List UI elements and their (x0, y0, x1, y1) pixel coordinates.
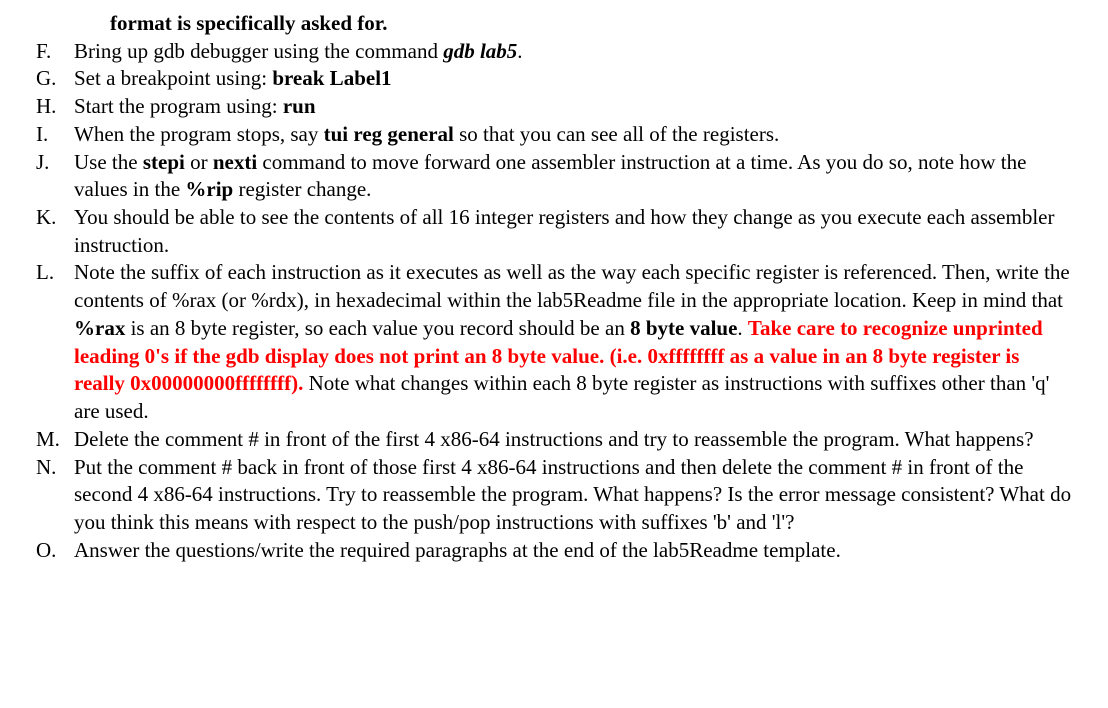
text-segment: stepi (143, 150, 185, 174)
item-marker: F. (36, 38, 74, 66)
item-body: When the program stops, say tui reg gene… (74, 121, 1072, 149)
item-marker: G. (36, 65, 74, 93)
item-marker: O. (36, 537, 74, 565)
item-marker: N. (36, 454, 74, 482)
text-segment: Use the (74, 150, 143, 174)
text-segment: . (737, 316, 748, 340)
instruction-item: L.Note the suffix of each instruction as… (36, 259, 1072, 425)
text-segment: Note the suffix of each instruction as i… (74, 260, 1070, 312)
text-segment: Set a breakpoint using: (74, 66, 272, 90)
text-segment: 8 byte value (630, 316, 737, 340)
instruction-item: O.Answer the questions/write the require… (36, 537, 1072, 565)
instruction-item: F.Bring up gdb debugger using the comman… (36, 38, 1072, 66)
continuation-text: format is specifically asked for. (110, 11, 387, 35)
item-body: Bring up gdb debugger using the command … (74, 38, 1072, 66)
text-segment: nexti (213, 150, 257, 174)
item-body: Note the suffix of each instruction as i… (74, 259, 1072, 425)
text-segment: break Label1 (272, 66, 391, 90)
item-body: Answer the questions/write the required … (74, 537, 1072, 565)
text-segment: %rip (185, 177, 233, 201)
text-segment: Bring up gdb debugger using the command (74, 39, 443, 63)
text-segment: You should be able to see the contents o… (74, 205, 1054, 257)
text-segment: . (517, 39, 522, 63)
item-marker: K. (36, 204, 74, 232)
instruction-item: N.Put the comment # back in front of tho… (36, 454, 1072, 537)
instruction-item: M.Delete the comment # in front of the f… (36, 426, 1072, 454)
instruction-list: F.Bring up gdb debugger using the comman… (36, 38, 1072, 565)
text-segment: so that you can see all of the registers… (454, 122, 779, 146)
item-marker: J. (36, 149, 74, 177)
item-body: You should be able to see the contents o… (74, 204, 1072, 259)
item-marker: M. (36, 426, 74, 454)
text-segment: When the program stops, say (74, 122, 324, 146)
item-marker: I. (36, 121, 74, 149)
item-body: Use the stepi or nexti command to move f… (74, 149, 1072, 204)
text-segment: or (185, 150, 213, 174)
text-segment: register change. (233, 177, 371, 201)
item-body: Delete the comment # in front of the fir… (74, 426, 1072, 454)
instruction-item: I.When the program stops, say tui reg ge… (36, 121, 1072, 149)
text-segment: %rax (74, 316, 125, 340)
instruction-item: H.Start the program using: run (36, 93, 1072, 121)
instruction-item: J.Use the stepi or nexti command to move… (36, 149, 1072, 204)
document-page: format is specifically asked for. F.Brin… (0, 0, 1108, 584)
item-marker: H. (36, 93, 74, 121)
text-segment: Answer the questions/write the required … (74, 538, 841, 562)
instruction-item: G.Set a breakpoint using: break Label1 (36, 65, 1072, 93)
continuation-line: format is specifically asked for. (110, 10, 1072, 38)
text-segment: run (283, 94, 316, 118)
text-segment: tui reg general (324, 122, 454, 146)
text-segment: is an 8 byte register, so each value you… (125, 316, 630, 340)
text-segment: gdb lab5 (443, 39, 517, 63)
text-segment: Put the comment # back in front of those… (74, 455, 1071, 534)
text-segment: Start the program using: (74, 94, 283, 118)
instruction-item: K.You should be able to see the contents… (36, 204, 1072, 259)
item-body: Set a breakpoint using: break Label1 (74, 65, 1072, 93)
item-body: Put the comment # back in front of those… (74, 454, 1072, 537)
text-segment: Delete the comment # in front of the fir… (74, 427, 1034, 451)
item-marker: L. (36, 259, 74, 287)
item-body: Start the program using: run (74, 93, 1072, 121)
